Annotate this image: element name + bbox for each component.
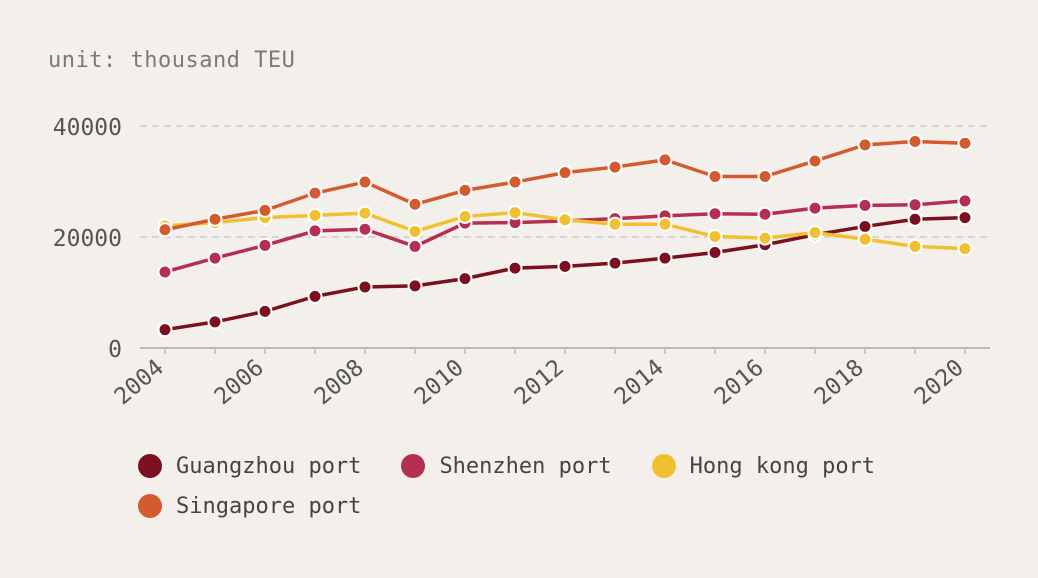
x-tick-label: 2014 (610, 355, 669, 411)
data-point (757, 169, 773, 185)
legend-label: Hong kong port (689, 453, 876, 479)
x-tick-label: 2016 (710, 355, 769, 411)
data-point (407, 196, 423, 212)
data-point (907, 134, 923, 150)
data-point (857, 231, 873, 247)
data-point (307, 207, 323, 223)
x-tick-label: 2018 (810, 355, 869, 411)
legend-swatch (138, 454, 162, 478)
data-point (407, 223, 423, 239)
data-point (857, 218, 873, 234)
unit-label: unit: thousand TEU (48, 48, 296, 73)
data-point (507, 205, 523, 221)
chart-legend: Guangzhou port Shenzhen port Hong kong por… (138, 452, 958, 520)
data-point (257, 202, 273, 218)
series-layer (157, 134, 973, 338)
data-point (507, 174, 523, 190)
data-point (807, 200, 823, 216)
series-singapore-port (157, 134, 973, 238)
data-point (657, 152, 673, 168)
data-point (407, 278, 423, 294)
data-point (557, 212, 573, 228)
data-point (307, 288, 323, 304)
legend-swatch (138, 494, 162, 518)
legend-swatch (401, 454, 426, 478)
data-point (407, 238, 423, 254)
data-point (707, 206, 723, 222)
data-point (707, 169, 723, 185)
data-point (157, 222, 173, 238)
data-point (707, 245, 723, 261)
y-tick-label: 40000 (53, 115, 122, 141)
x-tick-label: 2010 (410, 355, 469, 411)
x-tick-label: 2012 (510, 355, 569, 411)
data-point (607, 159, 623, 175)
data-point (257, 237, 273, 253)
series-guangzhou-port (157, 210, 973, 338)
data-point (207, 314, 223, 330)
data-point (307, 223, 323, 239)
data-point (657, 250, 673, 266)
y-tick-label: 20000 (53, 226, 122, 252)
data-point (757, 206, 773, 222)
data-point (507, 260, 523, 276)
data-point (357, 279, 373, 295)
data-point (907, 238, 923, 254)
data-point (457, 271, 473, 287)
x-tick-label: 2004 (110, 355, 169, 411)
data-point (857, 197, 873, 213)
line-chart: 0 20000 40000 2004 2006 2008 2010 2012 2014 2016 2… (53, 115, 990, 411)
x-tick-label: 2008 (310, 355, 369, 411)
data-point (457, 182, 473, 198)
x-tick-label: 2006 (210, 355, 269, 411)
data-point (307, 185, 323, 201)
data-point (607, 216, 623, 232)
legend-label: Guangzhou port (176, 453, 362, 479)
data-point (857, 137, 873, 153)
data-point (707, 228, 723, 244)
data-point (907, 197, 923, 213)
y-tick-label: 0 (108, 337, 122, 363)
data-point (457, 208, 473, 224)
data-point (557, 165, 573, 181)
legend-item: Singapore port (138, 492, 361, 520)
data-point (357, 205, 373, 221)
data-point (807, 225, 823, 241)
data-point (657, 216, 673, 232)
data-point (157, 322, 173, 338)
data-point (207, 250, 223, 266)
legend-item: Hong kong port (651, 452, 876, 480)
data-point (907, 211, 923, 227)
data-point (607, 255, 623, 271)
data-point (207, 211, 223, 227)
data-point (257, 303, 273, 319)
data-point (557, 258, 573, 274)
data-point (357, 174, 373, 190)
data-point (157, 264, 173, 280)
data-point (957, 241, 973, 257)
data-point (757, 230, 773, 246)
x-tick-label: 2020 (910, 355, 969, 411)
data-point (357, 221, 373, 237)
legend-item: Guangzhou port (138, 452, 361, 480)
legend-label: Shenzhen port (439, 453, 612, 479)
data-point (957, 210, 973, 226)
legend-label: Singapore port (176, 493, 362, 519)
data-point (957, 135, 973, 151)
legend-item: Shenzhen port (401, 452, 612, 480)
data-point (957, 193, 973, 209)
data-point (807, 153, 823, 169)
legend-swatch (651, 454, 676, 478)
